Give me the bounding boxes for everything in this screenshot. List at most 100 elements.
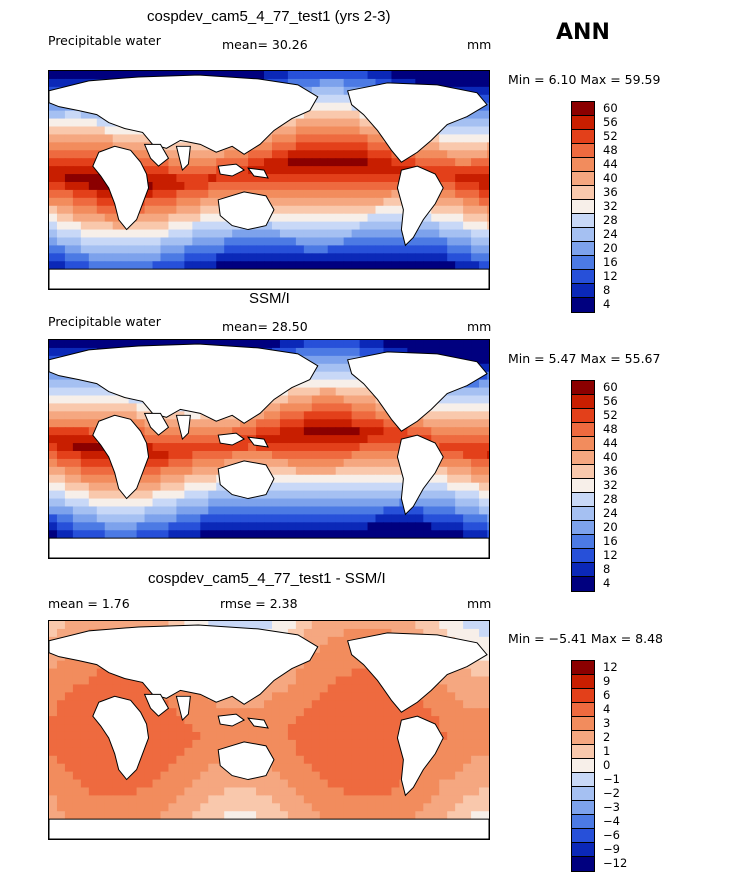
colorbar-swatch [572, 535, 594, 549]
colorbar-swatch [572, 843, 594, 857]
colorbar-swatch [572, 130, 594, 144]
colorbar-tick-label: −1 [603, 772, 620, 786]
continent-outline [92, 145, 150, 231]
map-canvas [49, 71, 489, 289]
continent-outline [217, 460, 275, 500]
colorbar-swatch [572, 409, 594, 423]
panel-2-variable-label: Precipitable water [48, 314, 161, 329]
colorbar-swatch [572, 675, 594, 689]
colorbar-tick-label: 24 [603, 506, 618, 520]
colorbar-swatch [572, 116, 594, 130]
panel-1-mean: mean= 30.26 [222, 37, 308, 52]
continent-outline [347, 351, 488, 432]
colorbar-tick-label: 52 [603, 129, 618, 143]
colorbar-swatch [572, 242, 594, 256]
colorbar-tick-label: 16 [603, 534, 618, 548]
panel-3-minmax: Min = −5.41 Max = 8.48 [508, 631, 663, 646]
panel-3-title: cospdev_cam5_4_77_test1 - SSM/I [148, 570, 386, 587]
colorbar-swatch [572, 256, 594, 270]
colorbar-tick-label: 8 [603, 562, 611, 576]
colorbar-tick-label: 0 [603, 758, 611, 772]
colorbar-tick-label: 20 [603, 241, 618, 255]
panel-3-rmse: rmse = 2.38 [220, 596, 298, 611]
colorbar-swatch [572, 759, 594, 773]
continent-outline [49, 537, 489, 558]
panel-1-map [48, 70, 490, 290]
colorbar-tick-label: 56 [603, 115, 618, 129]
continent-outline [396, 434, 444, 516]
panel-3-map [48, 620, 490, 840]
colorbar-swatch [572, 829, 594, 843]
colorbar-swatch [572, 703, 594, 717]
colorbar-tick-label: 44 [603, 157, 618, 171]
colorbar-swatch [572, 228, 594, 242]
continent-outline [217, 741, 275, 781]
panel-3-units: mm [467, 596, 492, 611]
colorbar-swatch [572, 493, 594, 507]
panel-2-minmax: Min = 5.47 Max = 55.67 [508, 351, 661, 366]
map-canvas [49, 340, 489, 558]
colorbar-swatch [572, 549, 594, 563]
colorbar-tick-label: 40 [603, 450, 618, 464]
colorbar-tick-label: 24 [603, 227, 618, 241]
colorbar-tick-label: 9 [603, 674, 611, 688]
panel-1-title: cospdev_cam5_4_77_test1 (yrs 2-3) [147, 8, 391, 25]
colorbar-swatch [572, 381, 594, 395]
colorbar-tick-label: 12 [603, 269, 618, 283]
colorbar-swatch [572, 102, 594, 116]
colorbar-swatch [572, 507, 594, 521]
continent-outline [92, 414, 150, 500]
panel-1-units: mm [467, 37, 492, 52]
colorbar-tick-label: 6 [603, 688, 611, 702]
colorbar-swatch [572, 144, 594, 158]
continent-outline [143, 143, 191, 172]
season-label: ANN [556, 20, 610, 45]
colorbar-tick-label: −4 [603, 814, 620, 828]
panel-2-map [48, 339, 490, 559]
continent-outline [49, 343, 319, 424]
colorbar-tick-label: 32 [603, 199, 618, 213]
colorbar-swatch [572, 479, 594, 493]
colorbar-swatch [572, 395, 594, 409]
colorbar-swatch [572, 661, 594, 675]
continent-outline [49, 818, 489, 839]
continent-outline [347, 632, 488, 713]
colorbar-tick-label: 1 [603, 744, 611, 758]
colorbar-swatch [572, 717, 594, 731]
colorbar-tick-label: 4 [603, 297, 611, 311]
colorbar-tick-label: 12 [603, 660, 618, 674]
continent-outline [396, 715, 444, 797]
colorbar-swatch [572, 437, 594, 451]
colorbar-tick-label: 3 [603, 716, 611, 730]
colorbar-swatch [572, 284, 594, 298]
colorbar-swatch [572, 270, 594, 284]
colorbar-tick-label: 2 [603, 730, 611, 744]
colorbar-tick-label: 52 [603, 408, 618, 422]
colorbar-tick-label: −6 [603, 828, 620, 842]
colorbar-tick-label: 48 [603, 143, 618, 157]
continent-outline [217, 432, 269, 448]
panel-2-colorbar [571, 380, 595, 592]
panel-1-variable-label: Precipitable water [48, 33, 161, 48]
colorbar-tick-label: −3 [603, 800, 620, 814]
colorbar-swatch [572, 563, 594, 577]
continent-outline [92, 695, 150, 781]
colorbar-swatch [572, 787, 594, 801]
colorbar-swatch [572, 158, 594, 172]
colorbar-tick-label: 16 [603, 255, 618, 269]
continent-outline [49, 624, 319, 705]
colorbar-tick-label: 28 [603, 213, 618, 227]
continent-outline [347, 82, 488, 163]
colorbar-tick-label: 40 [603, 171, 618, 185]
colorbar-tick-label: −12 [603, 856, 628, 870]
colorbar-swatch [572, 465, 594, 479]
colorbar-tick-label: 48 [603, 422, 618, 436]
colorbar-tick-label: 56 [603, 394, 618, 408]
colorbar-tick-label: 12 [603, 548, 618, 562]
colorbar-swatch [572, 521, 594, 535]
panel-1-colorbar [571, 101, 595, 313]
panel-1-minmax: Min = 6.10 Max = 59.59 [508, 72, 661, 87]
colorbar-swatch [572, 298, 594, 312]
colorbar-tick-label: 32 [603, 478, 618, 492]
colorbar-swatch [572, 451, 594, 465]
